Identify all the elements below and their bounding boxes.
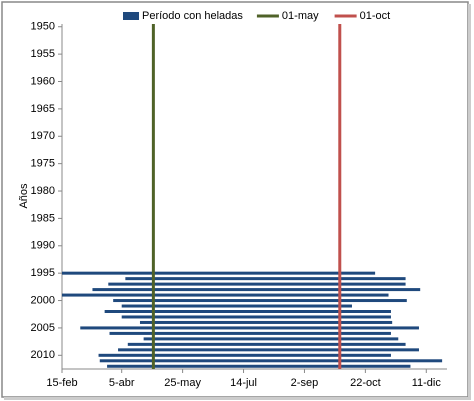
legend-label: 01-oct xyxy=(360,10,391,22)
bar xyxy=(62,271,376,275)
x-tick-label: 11-dic xyxy=(412,377,442,389)
bar xyxy=(107,364,411,368)
y-tick-label: 2000 xyxy=(31,294,55,306)
y-tick-label: 1975 xyxy=(31,158,55,170)
frame-shadow xyxy=(468,4,471,400)
x-tick-label: 15-feb xyxy=(46,377,77,389)
bar xyxy=(104,310,391,313)
bar xyxy=(113,299,407,303)
y-axis-title: Años xyxy=(18,183,30,209)
bar xyxy=(118,348,419,352)
bar xyxy=(127,342,406,346)
x-tick-label: 5-abr xyxy=(109,377,135,389)
bar xyxy=(62,293,389,297)
y-tick-label: 1960 xyxy=(31,75,55,87)
y-tick-label: 1980 xyxy=(31,185,55,197)
bar xyxy=(139,320,393,324)
x-tick-label: 22-oct xyxy=(350,377,381,389)
y-tick-label: 1965 xyxy=(31,103,55,115)
legend-label: 01-may xyxy=(282,10,319,22)
legend-swatch xyxy=(123,12,139,20)
y-tick-label: 1950 xyxy=(31,21,55,33)
y-tick-label: 1985 xyxy=(31,212,55,224)
y-tick-label: 1955 xyxy=(31,48,55,60)
bar xyxy=(143,337,399,341)
chart-frame xyxy=(1,1,469,398)
bar xyxy=(108,282,406,286)
legend-label: Período con heladas xyxy=(142,10,243,22)
y-tick-label: 2005 xyxy=(31,322,55,334)
y-tick-label: 1995 xyxy=(31,267,55,279)
y-tick-label: 2010 xyxy=(31,349,55,361)
frame-shadow xyxy=(4,397,470,400)
bar xyxy=(121,315,391,319)
bar xyxy=(121,304,352,308)
y-tick-label: 1990 xyxy=(31,240,55,252)
bar xyxy=(109,331,391,335)
bar xyxy=(80,326,419,330)
bar xyxy=(125,277,406,281)
x-tick-label: 2-sep xyxy=(291,377,319,389)
bar xyxy=(98,353,391,357)
bar xyxy=(92,288,421,292)
x-tick-label: 14-jul xyxy=(230,377,257,389)
bar xyxy=(99,359,443,363)
y-tick-label: 1970 xyxy=(31,130,55,142)
x-tick-label: 25-may xyxy=(164,377,201,389)
